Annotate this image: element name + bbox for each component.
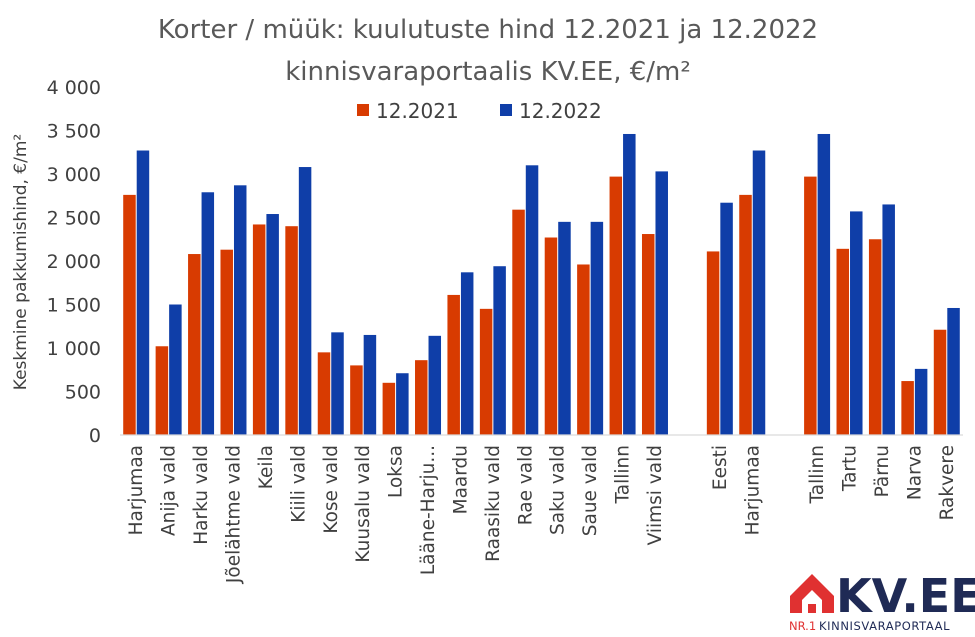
y-axis-ticks: 0 500 1 000 1 500 2 000 2 500 3 000 3 500 4 000 — [47, 77, 101, 447]
bar-12-2022-harku-vald — [201, 192, 215, 435]
logo-tagline-prefix: NR.1 — [789, 619, 816, 633]
x-tick-label-tallinn: Tallinn — [613, 445, 634, 504]
x-tick-label-laane-harju: Lääne-Harju... — [418, 445, 439, 575]
bar-12-2022-harjumaa — [752, 150, 766, 435]
bar-12-2021-harku-vald — [188, 254, 201, 435]
x-tick-label-kose-vald: Kose vald — [321, 445, 342, 534]
chart-title-line-1: Korter / müük: kuulutuste hind 12.2021 j… — [158, 15, 818, 45]
bar-12-2021-harjumaa — [123, 194, 136, 435]
x-tick-label-eesti: Eesti — [710, 445, 731, 490]
bar-12-2021-tallinn — [804, 176, 817, 436]
legend-label-12-2022: 12.2022 — [519, 99, 602, 123]
y-tick-label: 2 000 — [47, 251, 101, 273]
x-tick-label-rae-vald: Rae vald — [515, 445, 536, 525]
x-tick-label-tallinn: Tallinn — [807, 445, 828, 504]
x-tick-label-parnu: Pärnu — [872, 445, 893, 497]
bar-12-2022-saku-vald — [558, 221, 571, 435]
bar-12-2021-saue-vald — [577, 264, 590, 435]
x-tick-label-kuusalu-vald: Kuusalu vald — [353, 445, 374, 563]
x-tick-label-harjumaa: Harjumaa — [126, 445, 147, 535]
bar-12-2021-anija-vald — [155, 346, 169, 435]
y-tick-label: 4 000 — [47, 77, 101, 99]
x-tick-label-harjumaa: Harjumaa — [742, 445, 763, 535]
bar-12-2022-rakvere — [947, 307, 960, 435]
bars — [123, 133, 960, 436]
y-tick-label: 3 000 — [47, 164, 101, 186]
y-axis-label: Keskmine pakkumishind, €/m² — [11, 134, 31, 390]
legend-swatch-12-2021 — [357, 104, 369, 116]
x-tick-label-anija-vald: Anija vald — [159, 445, 180, 536]
bar-12-2022-laane-harju — [428, 335, 442, 435]
bar-12-2022-eesti — [720, 202, 733, 435]
x-tick-label-saku-vald: Saku vald — [548, 445, 569, 535]
x-tick-label-loksa: Loksa — [386, 445, 407, 498]
bar-12-2021-joelahtme-vald — [220, 249, 233, 435]
x-tick-label-tartu: Tartu — [840, 445, 861, 492]
bar-12-2022-narva — [914, 368, 928, 435]
bar-12-2021-raasiku-vald — [479, 308, 493, 435]
bar-12-2021-tartu — [836, 248, 850, 435]
bar-12-2021-kiili-vald — [285, 226, 298, 435]
bar-12-2021-tallinn — [609, 176, 623, 436]
y-tick-label: 1 500 — [47, 295, 101, 317]
bar-12-2021-narva — [901, 381, 914, 435]
y-tick-label: 0 — [89, 425, 101, 447]
bar-12-2022-tallinn — [623, 133, 636, 436]
bar-12-2021-viimsi-vald — [641, 234, 655, 435]
logo-wordmark: KV.EE — [836, 569, 975, 623]
bar-12-2022-anija-vald — [169, 304, 182, 435]
bar-12-2022-tallinn — [817, 133, 831, 436]
bar-12-2022-saue-vald — [590, 221, 604, 435]
x-tick-label-keila: Keila — [256, 445, 277, 489]
x-tick-label-raasiku-vald: Raasiku vald — [483, 445, 504, 562]
y-tick-label: 3 500 — [47, 121, 101, 143]
chart-title-line-2: kinnisvaraportaalis KV.EE, €/m² — [285, 57, 691, 87]
bar-12-2022-rae-vald — [525, 165, 539, 436]
y-tick-label: 2 500 — [47, 208, 101, 230]
bar-12-2022-keila — [266, 214, 279, 435]
bar-12-2021-kuusalu-vald — [350, 365, 363, 435]
chart-title: Korter / müük: kuulutuste hind 12.2021 j… — [158, 15, 818, 87]
bar-12-2021-harjumaa — [739, 194, 752, 435]
y-tick-label: 500 — [65, 382, 101, 404]
logo-tagline: KINNISVARAPORTAAL — [819, 619, 950, 633]
bar-12-2022-raasiku-vald — [493, 266, 506, 435]
bar-12-2022-harjumaa — [136, 150, 150, 435]
x-tick-label-harku-vald: Harku vald — [191, 445, 212, 545]
bar-12-2021-maardu — [447, 294, 460, 435]
y-tick-label: 1 000 — [47, 338, 101, 360]
legend-swatch-12-2022 — [500, 104, 512, 116]
bar-12-2021-loksa — [382, 382, 396, 435]
x-tick-label-saue-vald: Saue vald — [580, 445, 601, 536]
bar-12-2022-tartu — [850, 211, 863, 435]
bar-12-2021-kose-vald — [317, 352, 331, 435]
x-axis-labels: Harjumaa Anija vald Harku vald Jõelähtme va… — [126, 445, 958, 584]
bar-12-2021-parnu — [868, 239, 882, 435]
bar-12-2022-joelahtme-vald — [233, 185, 247, 435]
bar-12-2022-kiili-vald — [298, 167, 312, 436]
bar-12-2021-keila — [252, 224, 266, 435]
bar-12-2021-saku-vald — [544, 237, 558, 435]
x-tick-label-viimsi-vald: Viimsi vald — [645, 445, 666, 545]
bar-12-2022-kuusalu-vald — [363, 334, 377, 435]
x-tick-label-kiili-vald: Kiili vald — [288, 445, 309, 523]
x-tick-label-maardu: Maardu — [450, 445, 471, 514]
kv-ee-logo: KV.EE NR.1 KINNISVARAPORTAAL — [789, 569, 975, 633]
bar-12-2022-kose-vald — [331, 332, 344, 435]
bar-12-2021-eesti — [706, 251, 720, 435]
bar-12-2022-maardu — [460, 272, 474, 435]
bar-12-2022-viimsi-vald — [655, 171, 668, 435]
bar-12-2021-laane-harju — [415, 360, 428, 435]
x-tick-label-rakvere: Rakvere — [937, 445, 958, 520]
legend-label-12-2021: 12.2021 — [376, 99, 459, 123]
bar-12-2022-loksa — [396, 373, 409, 435]
bar-12-2022-parnu — [882, 204, 895, 435]
x-tick-label-joelahtme-vald: Jõelähtme vald — [223, 445, 244, 584]
legend: 12.2021 12.2022 — [357, 99, 602, 123]
logo-house-icon — [790, 574, 834, 613]
bar-12-2021-rae-vald — [512, 209, 525, 435]
x-tick-label-narva: Narva — [904, 445, 925, 500]
bar-12-2021-rakvere — [933, 329, 947, 435]
